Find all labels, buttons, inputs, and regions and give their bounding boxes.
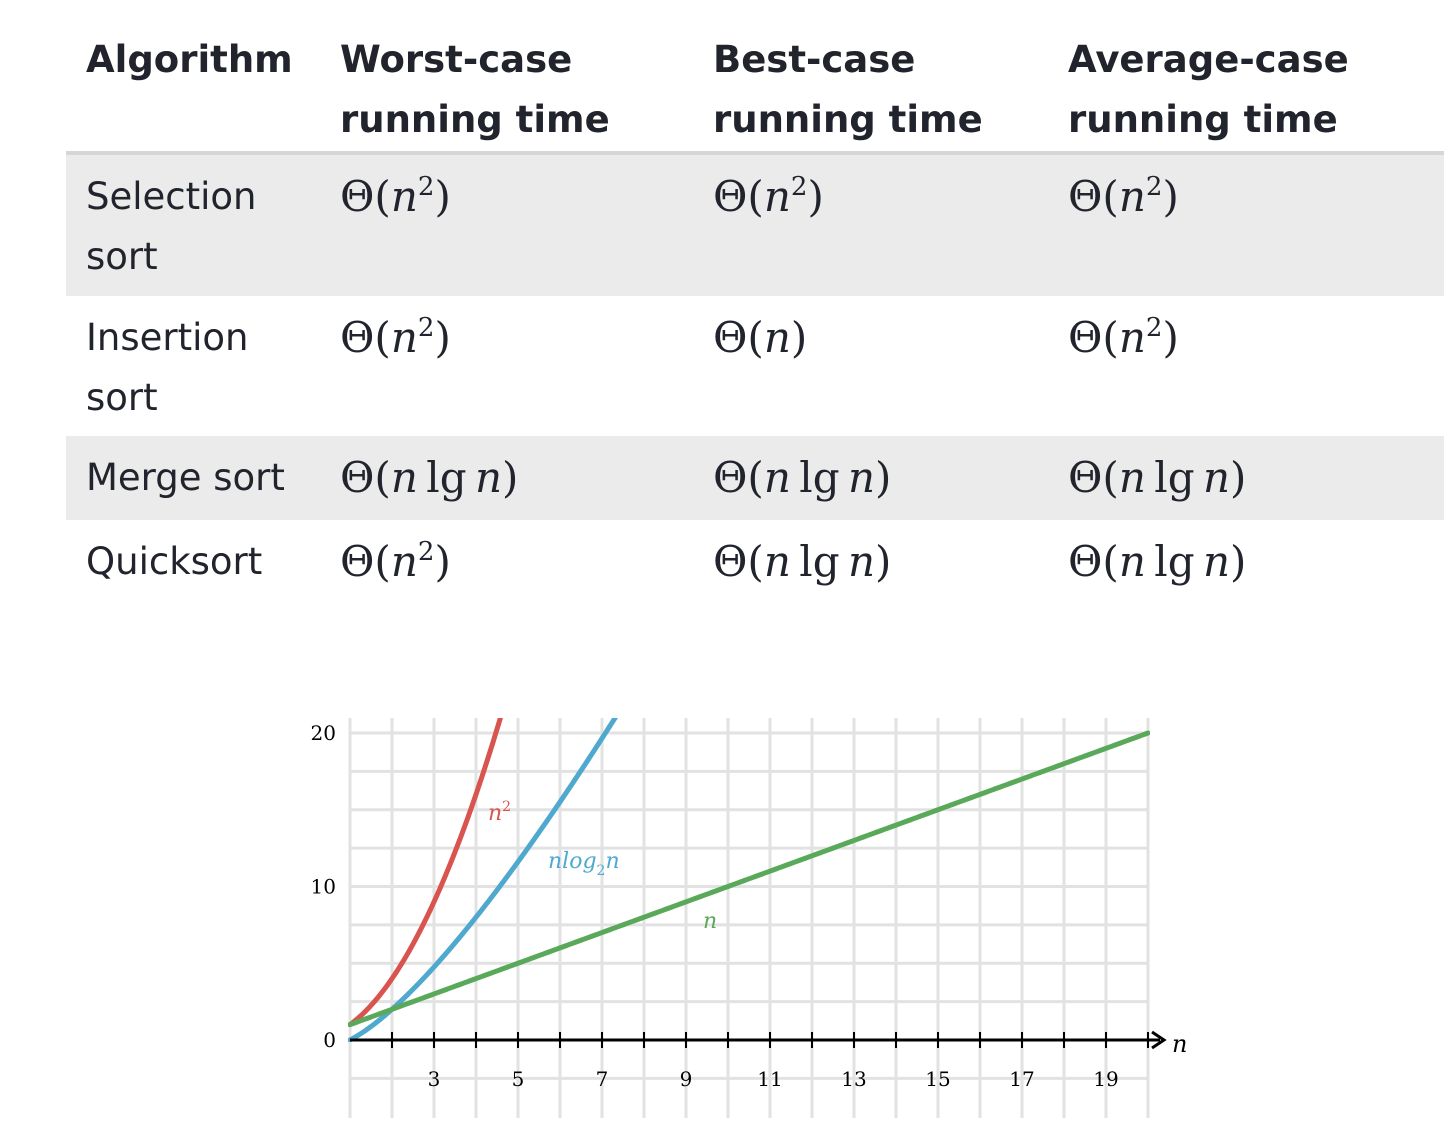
header-average-case: Average-case running time — [1068, 38, 1349, 141]
x-axis-label: n — [1172, 1030, 1187, 1058]
best-case-complexity: Θ(n lg n) — [713, 537, 892, 586]
worst-case-complexity: Θ(n2) — [340, 172, 451, 221]
y-tick-label: 10 — [311, 875, 336, 899]
table-row: Selection sort Θ(n2) Θ(n2) Θ(n2) — [66, 155, 1444, 296]
best-case-complexity: Θ(n2) — [713, 172, 824, 221]
x-tick-label: 11 — [757, 1067, 782, 1091]
series-n-squared — [348, 718, 503, 1028]
series-n-log-n-label: nlog2n — [548, 849, 620, 879]
x-tick-label: 3 — [428, 1067, 441, 1091]
header-worst-case: Worst-case running time — [340, 38, 610, 141]
chart-svg: 3 5 7 9 11 13 15 17 19 0 10 20 n n2 nlog2n n — [311, 718, 1187, 1118]
y-tick-label: 20 — [311, 721, 336, 745]
best-case-complexity: Θ(n) — [713, 313, 808, 362]
x-tick-label: 7 — [596, 1067, 609, 1091]
worst-case-complexity: Θ(n2) — [340, 313, 451, 362]
average-case-complexity: Θ(n2) — [1068, 313, 1179, 362]
series-n-label: n — [703, 909, 717, 934]
series-n-squared-label: n2 — [488, 799, 511, 826]
y-tick-label: 0 — [323, 1028, 336, 1052]
x-tick-label: 15 — [925, 1067, 950, 1091]
algorithm-name: Insertion sort — [86, 316, 249, 419]
algorithm-name: Merge sort — [86, 456, 285, 499]
best-case-complexity: Θ(n lg n) — [713, 453, 892, 502]
growth-rate-chart: 3 5 7 9 11 13 15 17 19 0 10 20 n n2 nlog2n n — [280, 700, 1200, 1130]
average-case-complexity: Θ(n lg n) — [1068, 453, 1247, 502]
average-case-complexity: Θ(n lg n) — [1068, 537, 1247, 586]
algorithm-name: Quicksort — [86, 540, 263, 583]
x-tick-label: 17 — [1009, 1067, 1034, 1091]
worst-case-complexity: Θ(n lg n) — [340, 453, 519, 502]
series-n-log-n — [348, 718, 618, 1042]
x-tick-label: 9 — [680, 1067, 693, 1091]
algorithm-name: Selection sort — [86, 175, 257, 278]
average-case-complexity: Θ(n2) — [1068, 172, 1179, 221]
header-divider — [66, 151, 1444, 155]
worst-case-complexity: Θ(n2) — [340, 537, 451, 586]
table-row: Merge sort Θ(n lg n) Θ(n lg n) Θ(n lg n) — [66, 436, 1444, 520]
table-row: Quicksort Θ(n2) Θ(n lg n) Θ(n lg n) — [66, 520, 1444, 604]
x-tick-label: 19 — [1093, 1067, 1118, 1091]
x-tick-label: 5 — [512, 1067, 525, 1091]
x-tick-label: 13 — [841, 1067, 866, 1091]
header-algorithm: Algorithm — [86, 38, 293, 81]
table-row: Insertion sort Θ(n2) Θ(n) Θ(n2) — [66, 296, 1444, 436]
series-n — [348, 730, 1150, 1028]
table-header-row: Algorithm Worst-case running time Best-ca… — [66, 30, 1444, 151]
x-axis-arrow — [1151, 1030, 1167, 1050]
header-best-case: Best-case running time — [713, 38, 983, 141]
